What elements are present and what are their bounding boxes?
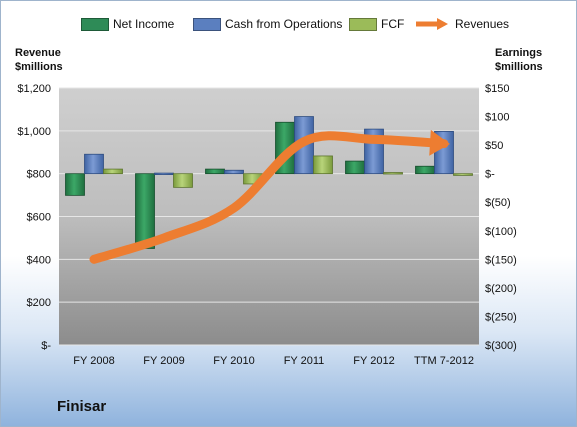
legend-arrow-revenues [416, 18, 448, 30]
company-name: Finisar [57, 398, 107, 415]
right-tick-label: $(150) [485, 254, 517, 266]
legend-label-fcf: FCF [381, 17, 405, 31]
x-tick-label: FY 2008 [73, 355, 114, 367]
bar-fcf [103, 168, 123, 175]
x-tick-label: FY 2010 [213, 355, 254, 367]
bar-net-income [205, 168, 225, 175]
bar-cfo [224, 169, 244, 175]
left-axis-title-line2: $millions [15, 61, 63, 73]
left-tick-label: $- [41, 340, 51, 352]
bar-net-income [345, 160, 365, 175]
bar-cfo [84, 153, 104, 175]
revenue-line [89, 129, 450, 264]
x-axis-ticks: FY 2008 FY 2009 FY 2010 FY 2011 FY 2012 TTM 7… [73, 355, 474, 367]
bar-fcf [453, 173, 473, 176]
right-tick-label: $150 [485, 83, 509, 95]
x-tick-label: FY 2009 [143, 355, 184, 367]
left-tick-label: $1,000 [17, 126, 51, 138]
right-tick-label: $(250) [485, 311, 517, 323]
legend-label-cfo: Cash from Operations [225, 17, 343, 31]
legend-swatch-net-income [81, 18, 109, 31]
right-tick-label: $(100) [485, 226, 517, 238]
left-tick-label: $600 [27, 212, 51, 224]
right-tick-label: $100 [485, 112, 509, 124]
revenue-arrowhead [429, 129, 450, 156]
left-axis-title-line1: Revenue [15, 47, 61, 59]
bar-fcf [383, 172, 403, 175]
right-axis-title-line2: $millions [495, 61, 543, 73]
left-tick-label: $800 [27, 169, 51, 181]
x-tick-label: FY 2011 [284, 355, 325, 367]
bar-net-income [65, 173, 85, 196]
bar-cfo [154, 172, 174, 175]
bar-fcf [173, 173, 193, 188]
left-tick-label: $400 [27, 254, 51, 266]
chart-legend: Net Income Cash from Operations FCF Reve… [1, 11, 577, 35]
bar-net-income [135, 173, 155, 249]
right-tick-label: $(300) [485, 340, 517, 352]
left-axis-title: Revenue $millions [15, 46, 63, 74]
right-axis-title: Earnings $millions [495, 46, 543, 74]
right-axis-ticks: $(300) $(250) $(200) $(150) $(100) $(50) $- $50… [485, 83, 517, 352]
left-tick-label: $1,200 [17, 83, 51, 95]
x-tick-label: TTM 7-2012 [414, 355, 474, 367]
gridlines [59, 87, 479, 346]
legend-label-revenues: Revenues [455, 17, 510, 31]
x-tick-label: FY 2012 [353, 355, 394, 367]
legend-swatch-cfo [193, 18, 221, 31]
right-axis-title-line1: Earnings [495, 47, 543, 59]
left-tick-label: $200 [27, 297, 51, 309]
legend-swatch-fcf [349, 18, 377, 31]
bar-net-income [415, 165, 435, 175]
right-tick-label: $(200) [485, 283, 517, 295]
left-axis-ticks: $- $200 $400 $600 $800 $1,000 $1,200 [17, 83, 51, 352]
right-tick-label: $50 [485, 140, 503, 152]
right-tick-label: $- [485, 169, 495, 181]
chart-plot: $- $200 $400 $600 $800 $1,000 $1,200 $(300) $(2… [17, 83, 517, 367]
legend-label-net-income: Net Income [113, 17, 175, 31]
right-tick-label: $(50) [485, 197, 511, 209]
revenue-series-line [89, 131, 449, 264]
bar-fcf [313, 155, 333, 175]
